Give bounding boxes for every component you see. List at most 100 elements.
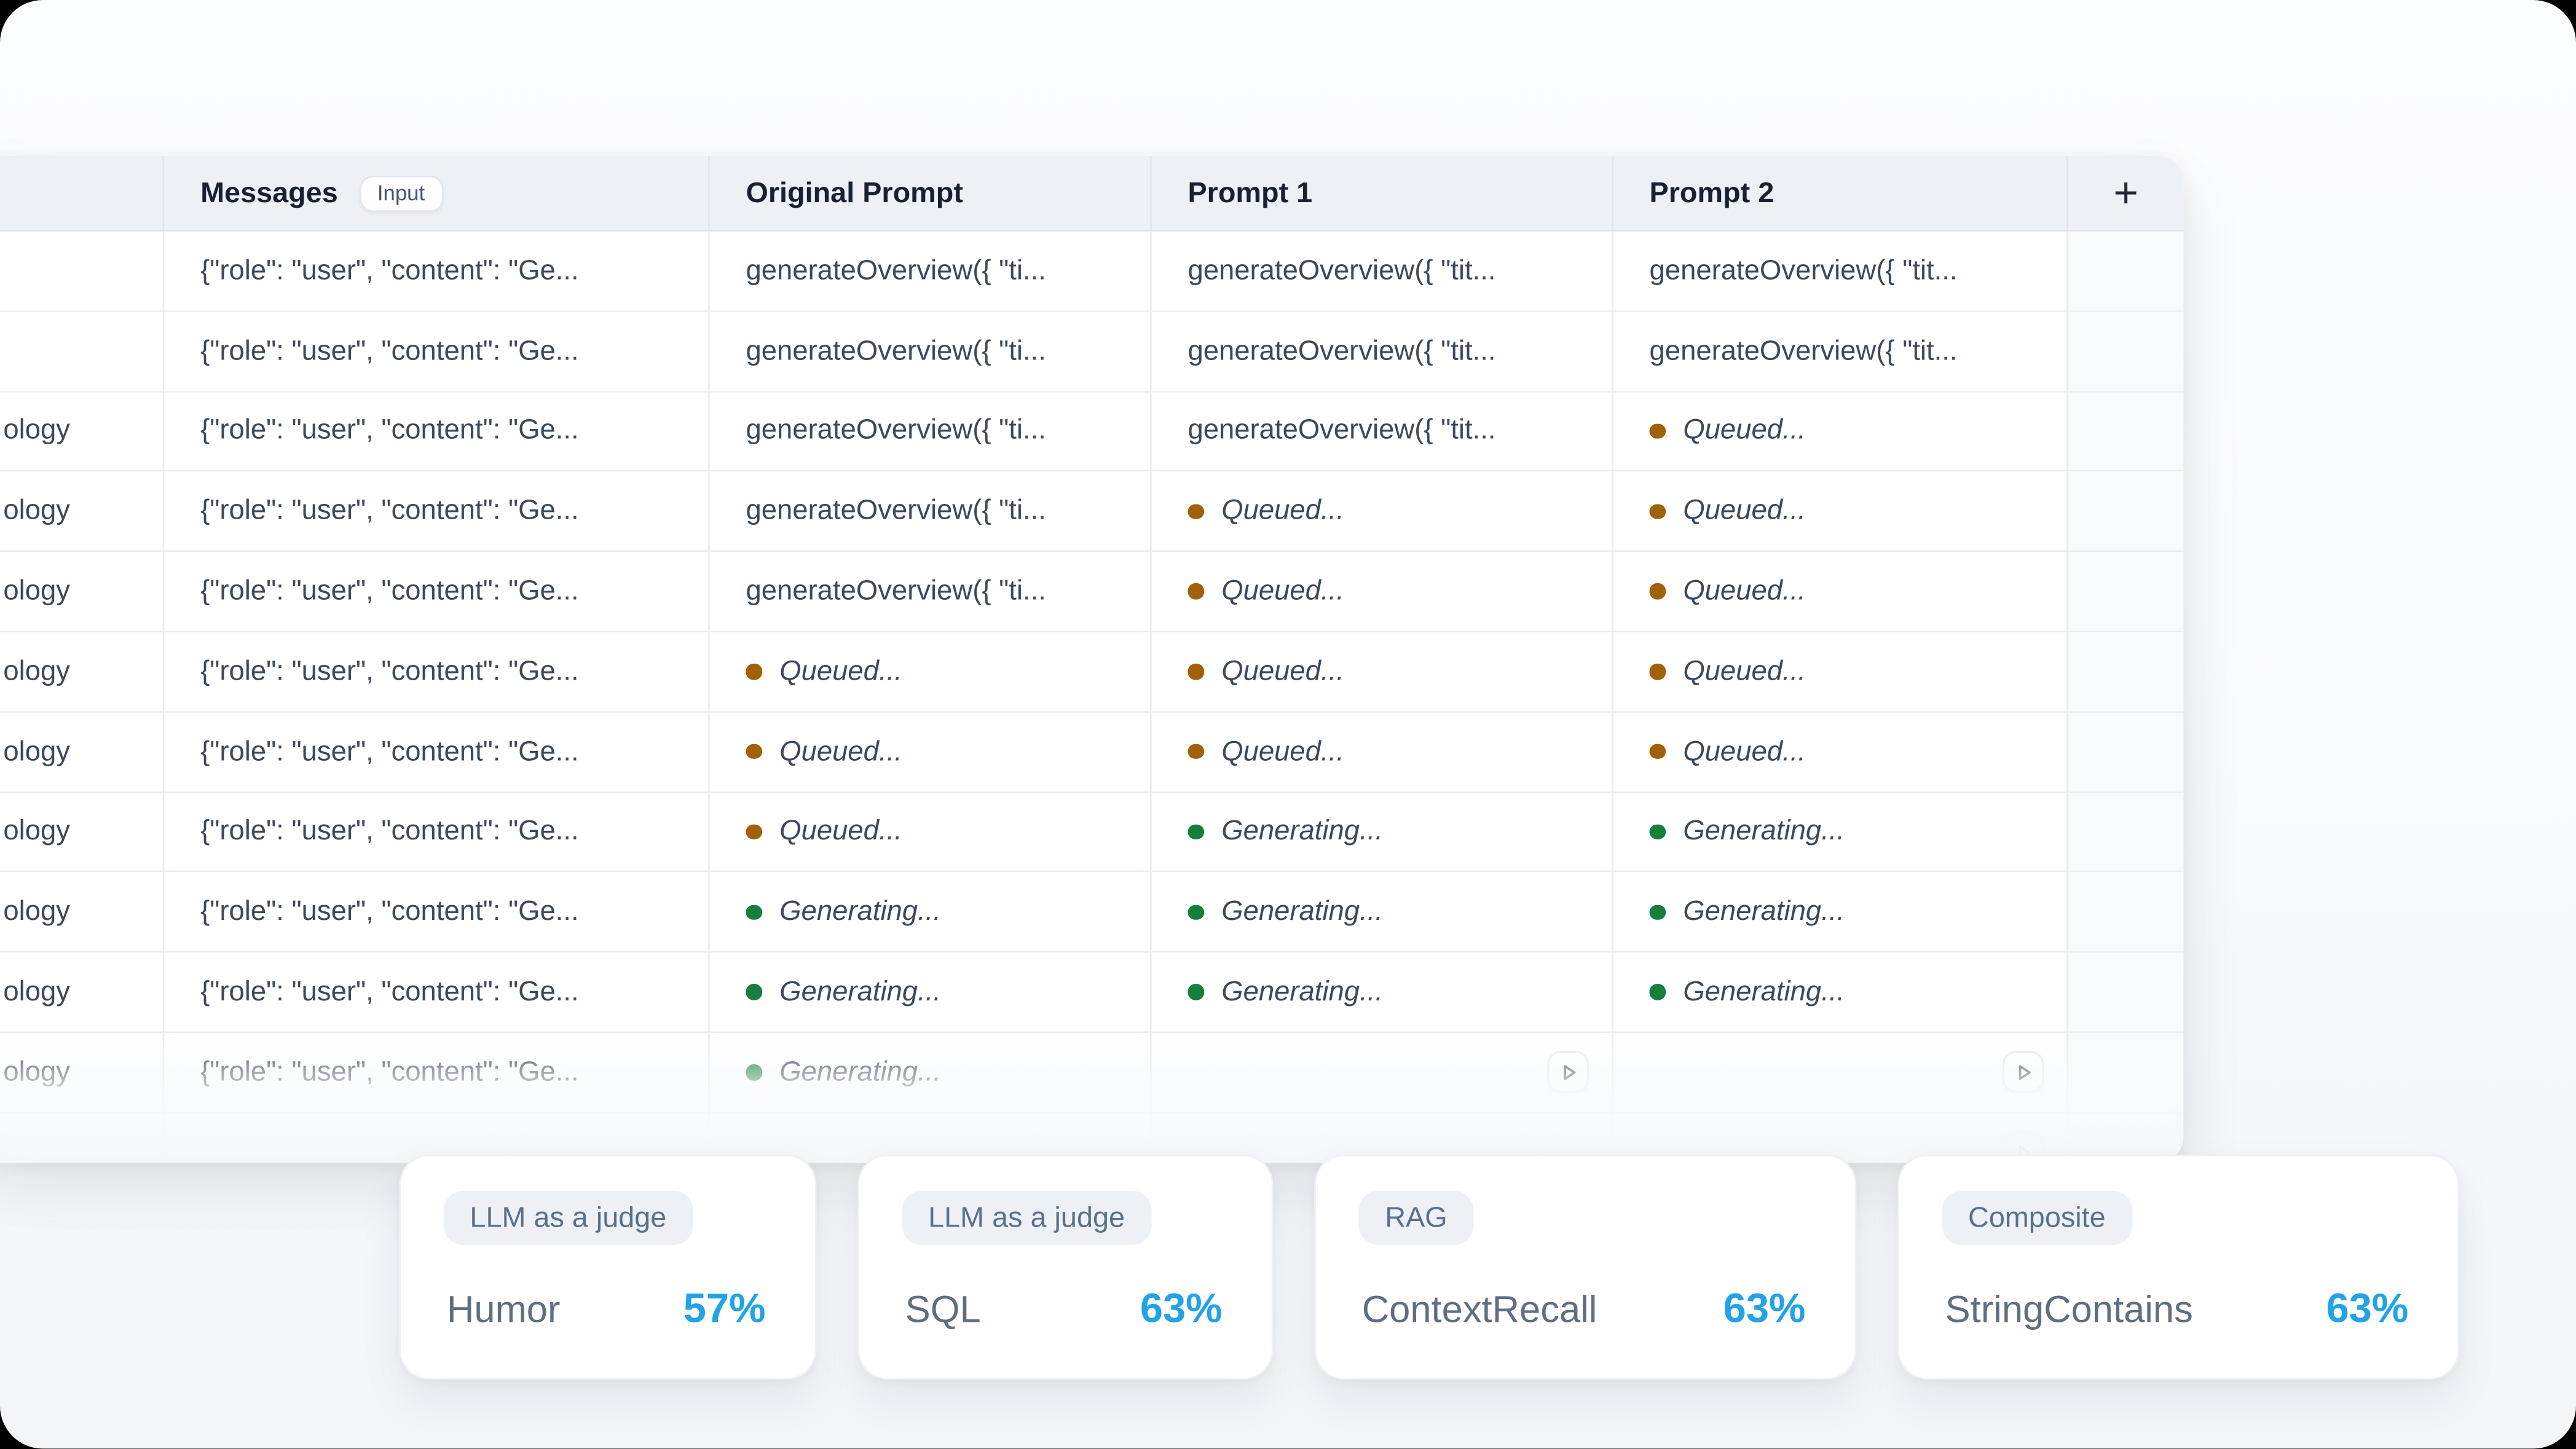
row-label-cell: ology — [0, 552, 163, 631]
prompt-2-cell: Queued... — [1612, 552, 2066, 631]
row-label: ology — [3, 414, 70, 446]
header-original-prompt[interactable]: Original Prompt — [707, 155, 1150, 230]
metric-name: ContextRecall — [1361, 1287, 1597, 1330]
messages-cell: {"role": "user", "content": "Ge... — [162, 231, 708, 310]
prompt-2-cell — [1612, 1033, 2066, 1112]
queued-status-dot — [746, 744, 762, 760]
generating-status-dot — [746, 904, 762, 920]
prompt-text: generateOverview({ "tit... — [1188, 254, 1496, 286]
queued-status-dot — [1649, 423, 1665, 439]
queued-status-label: Queued... — [1221, 735, 1344, 767]
table-row[interactable]: ology {"role": "user", "content": "Ge...… — [0, 792, 2184, 873]
table-row[interactable]: ology {"role": "user", "content": "Ge...… — [0, 632, 2184, 713]
prompt-2-cell: Generating... — [1612, 873, 2066, 952]
header-prompt-2-label: Prompt 2 — [1649, 175, 1774, 209]
metric-card-contextrecall[interactable]: RAG ContextRecall 63% — [1314, 1154, 1857, 1380]
run-cell-button[interactable] — [2003, 1051, 2044, 1093]
table-row[interactable]: {"role": "user", "content": "Ge... gener… — [0, 231, 2184, 312]
row-label-cell: ology — [0, 472, 163, 551]
queued-status-dot — [1649, 664, 1665, 680]
add-column-cell — [2066, 472, 2184, 551]
original-prompt-cell: Queued... — [707, 712, 1150, 791]
original-prompt-cell: Generating... — [707, 952, 1150, 1032]
table-row[interactable]: ology {"role": "user", "content": "Ge...… — [0, 712, 2184, 793]
metric-card-humor[interactable]: LLM as a judge Humor 57% — [399, 1154, 817, 1380]
table-row[interactable]: ology {"role": "user", "content": "Ge...… — [0, 552, 2184, 632]
add-column-button[interactable]: + — [2066, 155, 2183, 230]
row-label-cell: ology — [0, 1033, 163, 1112]
prompt-2-cell: generateOverview({ "tit... — [1612, 312, 2066, 391]
row-label: ology — [3, 895, 70, 927]
original-prompt-cell: Queued... — [707, 792, 1150, 871]
messages-text: {"role": "user", "content": "Ge... — [200, 975, 579, 1007]
generating-status-label: Generating... — [1221, 895, 1383, 927]
original-prompt-cell: generateOverview({ "ti... — [707, 472, 1150, 551]
row-label-cell: ology — [0, 873, 163, 951]
add-column-cell — [2066, 632, 2184, 711]
queued-status-dot — [1188, 744, 1203, 760]
run-cell-button[interactable] — [1547, 1051, 1589, 1093]
messages-text: {"role": "user", "content": "Ge... — [200, 815, 579, 847]
metric-category-badge: Composite — [1942, 1190, 2132, 1246]
add-column-cell — [2066, 552, 2184, 631]
add-column-cell — [2066, 873, 2184, 952]
prompt-text: generateOverview({ "tit... — [1188, 414, 1496, 446]
table-row[interactable]: ology {"role": "user", "content": "Ge...… — [0, 472, 2184, 552]
queued-status-dot — [1649, 583, 1665, 600]
queued-status-dot — [1188, 503, 1203, 519]
prompt-2-cell: Queued... — [1612, 391, 2066, 471]
original-prompt-cell: generateOverview({ "ti... — [707, 312, 1150, 391]
prompt-1-cell: Generating... — [1149, 873, 1612, 952]
header-messages[interactable]: Messages Input — [162, 155, 708, 230]
prompt-2-cell: generateOverview({ "tit... — [1612, 231, 2066, 310]
add-column-cell — [2066, 231, 2184, 310]
prompt-text: generateOverview({ "ti... — [746, 414, 1046, 446]
row-label-cell: ology — [0, 712, 163, 791]
row-label: ology — [3, 655, 70, 686]
table-row[interactable]: ology {"role": "user", "content": "Ge...… — [0, 873, 2184, 953]
metric-value: 63% — [1723, 1286, 1806, 1332]
messages-text: {"role": "user", "content": "Ge... — [200, 414, 579, 446]
prompt-1-cell: generateOverview({ "tit... — [1149, 391, 1612, 471]
row-label: ology — [3, 975, 70, 1007]
table-header-row: Messages Input Original Prompt Prompt 1 … — [0, 155, 2184, 232]
add-column-cell — [2066, 1033, 2184, 1112]
messages-text: {"role": "user", "content": "Ge... — [200, 895, 579, 927]
messages-cell: {"role": "user", "content": "Ge... — [162, 873, 708, 952]
generating-status-dot — [1649, 904, 1665, 920]
add-column-cell — [2066, 952, 2184, 1032]
table-row[interactable]: ology {"role": "user", "content": "Ge...… — [0, 952, 2184, 1034]
header-prompt-2[interactable]: Prompt 2 — [1612, 155, 2066, 230]
prompt-1-cell: generateOverview({ "tit... — [1149, 312, 1612, 391]
messages-text: {"role": "user", "content": "Ge... — [200, 735, 579, 767]
table-row[interactable]: {"role": "user", "content": "Ge... gener… — [0, 312, 2184, 392]
metric-name: Humor — [447, 1287, 561, 1330]
table-row[interactable]: ology {"role": "user", "content": "Ge...… — [0, 1033, 2184, 1113]
metric-card-sql[interactable]: LLM as a judge SQL 63% — [857, 1154, 1274, 1380]
row-label-cell: ology — [0, 793, 163, 871]
add-column-cell — [2066, 312, 2184, 391]
queued-status-label: Queued... — [779, 655, 902, 686]
messages-text: {"role": "user", "content": "Ge... — [200, 334, 579, 366]
row-label: ology — [3, 575, 70, 607]
prompt-text: generateOverview({ "tit... — [1188, 334, 1496, 366]
metric-name: SQL — [905, 1287, 981, 1330]
queued-status-label: Queued... — [779, 735, 902, 767]
generating-status-dot — [1649, 824, 1665, 840]
add-column-cell — [2066, 391, 2184, 471]
table-row[interactable]: ology {"role": "user", "content": "Ge...… — [0, 391, 2184, 473]
row-label-cell — [0, 232, 163, 310]
metric-name: StringContains — [1945, 1287, 2193, 1330]
generating-status-dot — [1649, 984, 1665, 1000]
header-prompt-1[interactable]: Prompt 1 — [1149, 155, 1612, 230]
queued-status-label: Queued... — [1683, 495, 1806, 527]
header-prompt-1-label: Prompt 1 — [1188, 175, 1313, 209]
queued-status-label: Queued... — [1683, 655, 1806, 686]
row-label-cell: ology — [0, 392, 163, 471]
messages-cell: {"role": "user", "content": "Ge... — [162, 472, 708, 551]
original-prompt-cell: Generating... — [707, 873, 1150, 952]
queued-status-label: Queued... — [1221, 575, 1344, 607]
metric-card-stringcontains[interactable]: Composite StringContains 63% — [1897, 1154, 2460, 1380]
prompt-text: generateOverview({ "ti... — [746, 575, 1046, 607]
